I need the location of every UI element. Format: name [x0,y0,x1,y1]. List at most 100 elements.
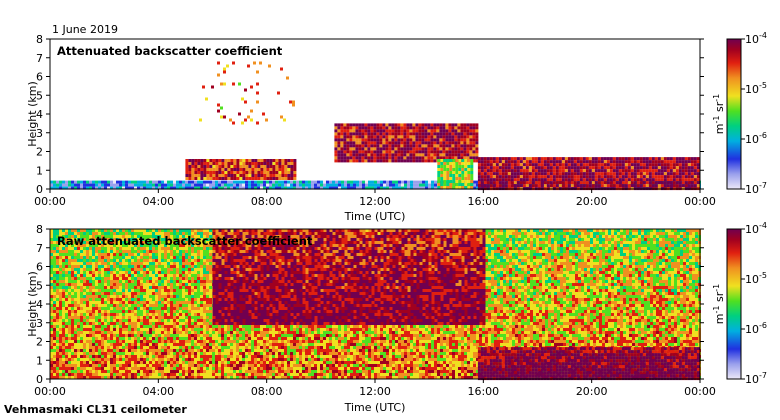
heat-cell [65,295,68,298]
heat-cell [594,175,598,179]
heat-cell [152,274,155,277]
heat-cell [380,180,383,184]
heat-cell [92,349,95,352]
heat-cell [232,61,235,65]
heat-cell [119,235,122,238]
heat-cell [470,171,474,174]
heat-cell [293,168,297,171]
heat-cell [68,304,71,307]
heat-cell [218,183,221,187]
heat-cell [182,253,185,256]
heat-cell [146,319,149,322]
heat-cell [50,373,53,376]
heat-cell [110,283,113,286]
heat-cell [182,298,185,301]
heat-cell [89,334,92,337]
heat-cell [281,180,284,184]
heat-cell [642,172,646,176]
heat-cell [418,141,422,145]
heat-cell [173,307,176,310]
heat-cell [128,304,131,307]
heat-cell [185,295,188,298]
heat-cell [137,328,140,331]
heat-cell [594,184,598,188]
heat-cell [71,331,74,334]
heat-cell [167,325,170,328]
heat-cell [591,160,595,164]
heat-cell [430,153,434,157]
heat-cell [77,364,80,367]
heat-cell [125,313,128,316]
heat-cell [56,186,59,190]
heat-cell [107,274,110,277]
heat-cell [65,358,68,361]
heat-cell [143,352,146,355]
heat-cell [347,183,350,187]
heat-cell [639,175,643,179]
heat-cell [152,367,155,370]
heat-cell [152,325,155,328]
heat-cell [678,157,682,161]
heat-cell [113,265,116,268]
heat-cell [573,163,577,167]
heat-cell [561,181,565,185]
heat-cell [433,147,437,151]
heat-cell [188,295,191,298]
heat-cell [140,186,143,190]
heat-cell [472,126,476,130]
heat-cell [95,229,98,232]
heat-cell [651,172,655,176]
heat-cell [337,150,341,154]
heat-cell [597,184,601,188]
heat-cell [182,367,185,370]
heat-cell [370,153,374,157]
heat-cell [122,316,125,319]
heat-cell [98,186,101,190]
heat-cell [158,310,161,313]
heat-cell [113,180,116,184]
heat-cell [636,169,640,173]
heat-cell [486,163,490,167]
heat-cell [588,160,592,164]
heat-cell [320,183,323,187]
heat-cell [65,304,68,307]
heat-cell [62,358,65,361]
heat-cell [83,361,86,364]
heat-cell [152,322,155,325]
heat-cell [164,274,167,277]
heat-cell [492,184,496,188]
heat-cell [71,373,74,376]
heat-cell [256,91,259,95]
heat-cell [433,156,437,160]
heat-cell [122,259,125,262]
heat-cell [128,361,131,364]
heat-cell [125,340,128,343]
heat-cell [639,160,643,164]
heat-cell [83,277,86,280]
heat-cell [77,274,80,277]
heat-cell [531,175,535,179]
heat-cell [627,160,631,164]
heat-cell [182,352,185,355]
heat-cell [182,307,185,310]
heat-cell [513,178,517,182]
heat-cell [642,181,646,185]
heat-cell [101,259,104,262]
heat-cell [358,138,362,142]
heat-cell [65,355,68,358]
heat-cell [98,238,101,241]
heat-cell [696,157,700,161]
heat-cell [501,157,505,161]
heat-cell [143,277,146,280]
heat-cell [439,141,443,145]
heat-cell [594,160,598,164]
heat-cell [137,256,140,259]
heat-cell [101,186,104,190]
heat-cell [182,364,185,367]
heat-cell [65,367,68,370]
heat-cell [675,160,679,164]
heat-cell [212,174,216,177]
heat-cell [188,361,191,364]
heat-cell [71,280,74,283]
heat-cell [152,307,155,310]
